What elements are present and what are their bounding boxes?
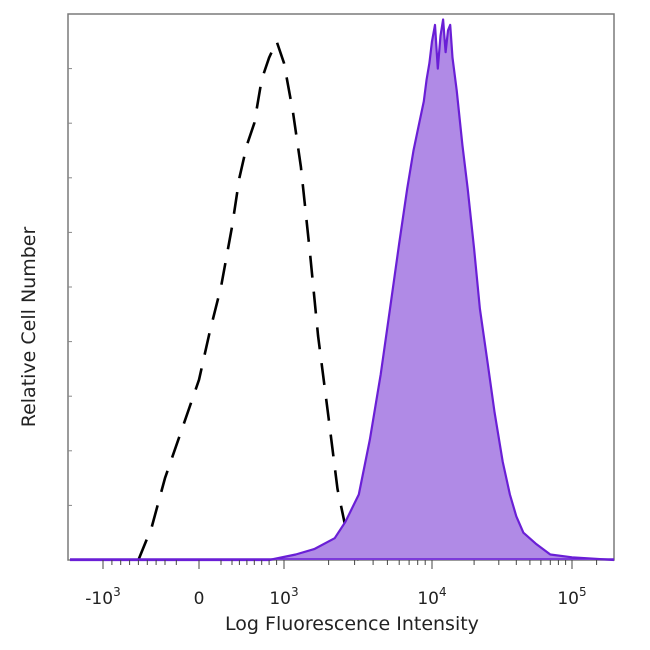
series-1-line — [70, 18, 615, 562]
x-tick-label: 0 — [194, 589, 205, 609]
x-tick-label: -103 — [85, 585, 120, 609]
series-1-fill — [70, 19, 614, 560]
ticks-layer: -103 0 103 104 105 — [68, 68, 598, 609]
plot-frame — [67, 13, 615, 561]
series-layer — [70, 18, 615, 562]
series-0-line — [137, 39, 360, 561]
x-axis-title: Log Fluorescence Intensity — [225, 613, 479, 635]
x-tick-label: 103 — [269, 585, 298, 609]
y-axis-title: Relative Cell Number — [18, 227, 40, 428]
x-tick-label: 104 — [417, 585, 446, 609]
x-tick-label: 105 — [557, 585, 586, 609]
